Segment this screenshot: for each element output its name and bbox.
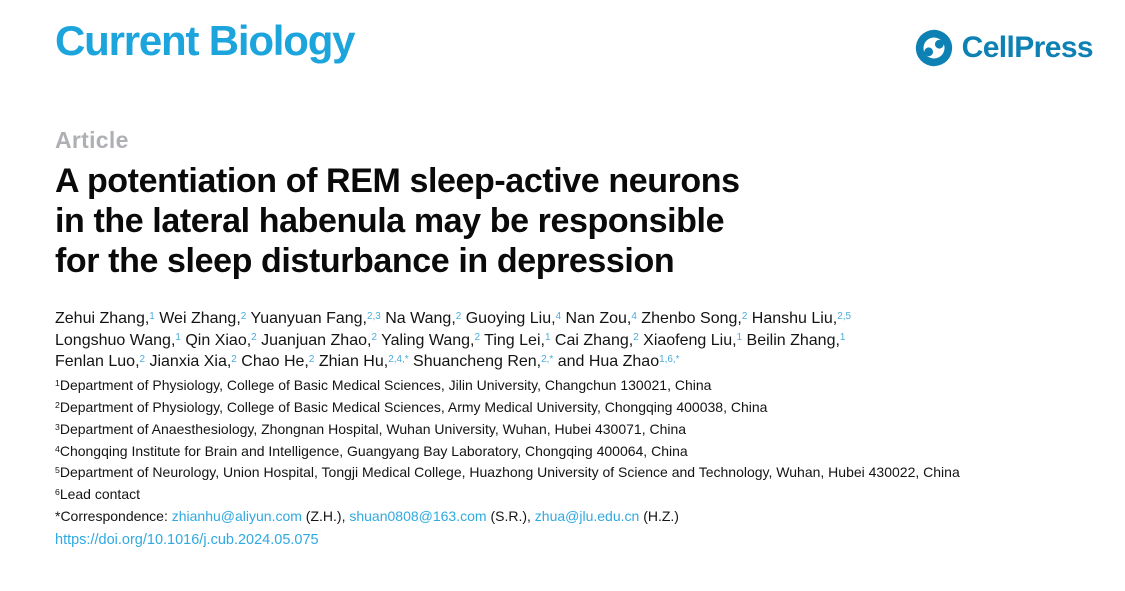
cellpress-swirl-icon: [913, 27, 955, 69]
affiliation-line: 4Chongqing Institute for Brain and Intel…: [55, 442, 688, 459]
author-name: Chao He,: [236, 353, 309, 371]
affiliation-number: 6: [55, 487, 60, 498]
author-name: Na Wang,: [380, 310, 456, 327]
doi-line: https://doi.org/10.1016/j.cub.2024.05.07…: [55, 529, 1093, 551]
author-name: and Hua Zhao: [553, 353, 660, 371]
author-footnote-marker: 1: [175, 332, 181, 344]
author-footnote-marker: 1,6,*: [659, 353, 680, 365]
author-footnote-marker: 2: [474, 332, 481, 344]
correspondence-email[interactable]: zhua@jlu.edu.cn: [534, 507, 640, 524]
author-name: Guoying Liu,: [461, 310, 556, 327]
publisher-logo-text: CellPress: [961, 31, 1094, 64]
author-footnote-marker: 2: [371, 332, 377, 344]
affiliation-line: 3Department of Anaesthesiology, Zhongnan…: [55, 420, 687, 437]
author-footnote-marker: 2,5: [837, 310, 851, 322]
title-line-1: A potentiation of REM sleep-active neuro…: [55, 162, 740, 200]
affiliation-number: 5: [55, 465, 60, 476]
author-name: Zhian Hu,: [314, 353, 389, 371]
masthead: Current Biology CellPress: [55, 17, 1094, 69]
affiliation-line: 5Department of Neurology, Union Hospital…: [55, 464, 960, 481]
article-kicker: Article: [55, 127, 129, 153]
author-footnote-marker: 2: [231, 353, 237, 365]
affiliation-line: 2Department of Physiology, College of Ba…: [55, 398, 768, 415]
author-name: Qin Xiao,: [180, 331, 252, 349]
author-footnote-marker: 1: [736, 332, 743, 344]
doi-link[interactable]: https://doi.org/10.1016/j.cub.2024.05.07…: [55, 531, 319, 548]
author-list: Zehui Zhang,1 Wei Zhang,2 Yuanyuan Fang,…: [55, 308, 1093, 373]
affiliation-number: 4: [55, 443, 60, 454]
author-footnote-marker: 4: [631, 310, 637, 322]
author-name: Juanjuan Zhao,: [256, 331, 372, 349]
author-name: Wei Zhang,: [154, 310, 241, 327]
author-footnote-marker: 2: [139, 353, 146, 365]
affiliation-list: 1Department of Physiology, College of Ba…: [55, 375, 1093, 506]
journal-logo[interactable]: Current Biology: [55, 17, 356, 64]
article-title: A potentiation of REM sleep-active neuro…: [55, 161, 1093, 281]
correspondence-email[interactable]: shuan0808@163.com: [349, 507, 487, 524]
author-name: Yaling Wang,: [376, 331, 475, 349]
correspondence-email[interactable]: zhianhu@aliyun.com: [171, 507, 302, 524]
author-name: Ting Lei,: [480, 331, 545, 349]
author-name: Longshuo Wang,: [55, 331, 176, 349]
author-footnote-marker: 2: [455, 310, 462, 322]
affiliation-number: 2: [55, 400, 60, 411]
author-name: Xiaofeng Liu,: [638, 331, 737, 349]
author-name: Shuancheng Ren,: [408, 353, 542, 371]
author-name: Hanshu Liu,: [747, 310, 838, 327]
author-footnote-marker: 2,*: [541, 353, 554, 365]
author-name: Cai Zhang,: [550, 331, 634, 349]
author-footnote-marker: 1: [839, 332, 846, 344]
author-footnote-marker: 2: [240, 310, 247, 322]
author-footnote-marker: 4: [555, 310, 562, 322]
author-name: Beilin Zhang,: [742, 331, 840, 349]
affiliation-line: 1Department of Physiology, College of Ba…: [55, 377, 712, 394]
author-footnote-marker: 2: [741, 310, 748, 322]
title-line-2: in the lateral habenula may be responsib…: [55, 202, 725, 240]
author-name: Jianxia Xia,: [145, 353, 232, 371]
title-line-3: for the sleep disturbance in depression: [55, 242, 675, 280]
author-name: Yuanyuan Fang,: [246, 310, 367, 327]
author-name: Zhenbo Song,: [636, 310, 742, 327]
author-footnote-marker: 2,4,*: [388, 353, 409, 365]
affiliation-line: 6Lead contact: [55, 486, 140, 503]
author-name: Zehui Zhang,: [55, 310, 150, 327]
correspondence-line: *Correspondence: zhianhu@aliyun.com (Z.H…: [55, 507, 679, 524]
author-footnote-marker: 2: [308, 353, 315, 365]
affiliation-number: 3: [55, 421, 60, 432]
author-footnote-marker: 1: [544, 332, 551, 344]
author-footnote-marker: 2: [251, 332, 257, 344]
author-footnote-marker: 2: [633, 332, 639, 344]
author-name: Fenlan Luo,: [55, 353, 140, 371]
author-footnote-marker: 2,3: [366, 310, 381, 322]
publisher-logo[interactable]: CellPress: [913, 27, 1094, 69]
author-name: Nan Zou,: [561, 310, 632, 327]
author-footnote-marker: 1: [149, 310, 155, 322]
affiliation-number: 1: [55, 378, 60, 389]
